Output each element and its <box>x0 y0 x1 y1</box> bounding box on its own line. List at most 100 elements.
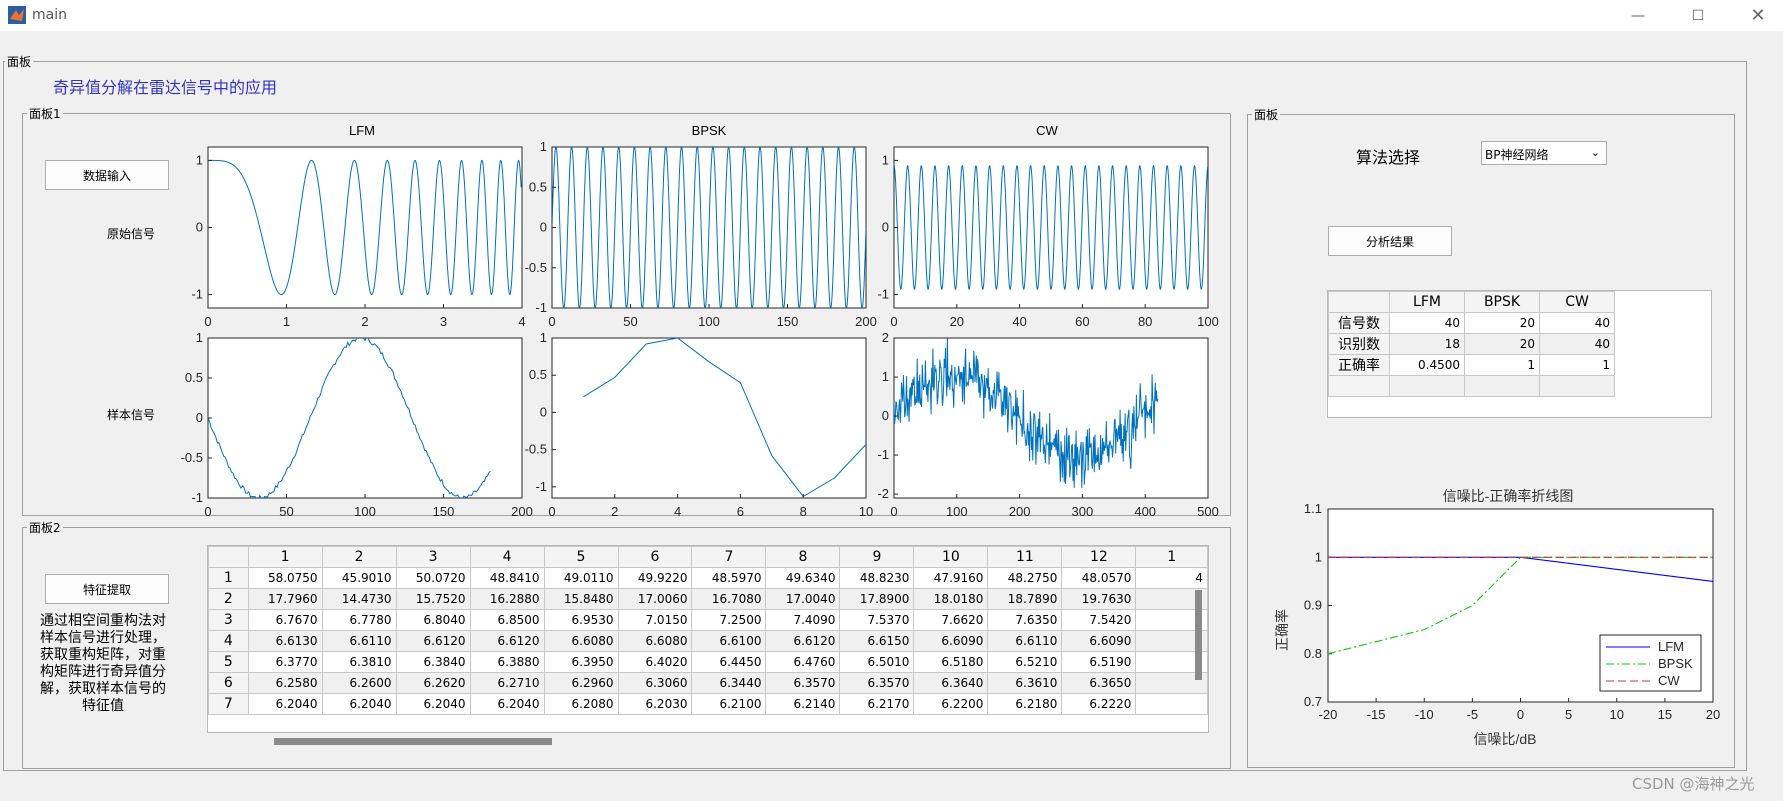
feature-extract-button[interactable]: 特征提取 <box>45 574 169 604</box>
vertical-scrollbar[interactable] <box>1195 590 1202 680</box>
table-cell[interactable]: 20 <box>1464 312 1540 334</box>
table-cell[interactable]: 6.2220 <box>1061 693 1137 715</box>
column-header[interactable]: 9 <box>839 546 915 568</box>
table-cell[interactable]: 6.5010 <box>839 651 915 673</box>
table-cell[interactable]: 45.9010 <box>321 567 397 589</box>
algorithm-select[interactable]: BP神经网络 ⌄ <box>1481 141 1607 165</box>
row-header[interactable]: 5 <box>208 651 249 673</box>
table-cell[interactable]: 6.8040 <box>395 609 471 631</box>
row-header[interactable]: 识别数 <box>1328 333 1390 355</box>
table-cell[interactable]: 18.0180 <box>913 588 989 610</box>
table-cell[interactable]: 6.2040 <box>321 693 397 715</box>
analyze-button[interactable]: 分析结果 <box>1328 226 1452 256</box>
table-cell[interactable]: 6.5210 <box>987 651 1063 673</box>
table-cell[interactable]: 50.0720 <box>395 567 471 589</box>
data-input-button[interactable]: 数据输入 <box>45 160 169 190</box>
maximize-icon[interactable]: ☐ <box>1691 7 1705 24</box>
table-cell[interactable]: 7.6620 <box>913 609 989 631</box>
table-cell[interactable]: 6.2600 <box>321 672 397 694</box>
column-header[interactable]: 1 <box>1135 546 1208 568</box>
table-cell[interactable]: 7.5420 <box>1061 609 1137 631</box>
table-cell[interactable]: 6.5190 <box>1061 651 1137 673</box>
column-header[interactable]: CW <box>1539 291 1615 313</box>
table-cell[interactable]: 18.7890 <box>987 588 1063 610</box>
table-cell[interactable]: 1 <box>1539 354 1615 376</box>
table-cell[interactable]: 6.6080 <box>543 630 619 652</box>
table-cell[interactable]: 6.2710 <box>469 672 545 694</box>
table-cell[interactable]: 6.3610 <box>987 672 1063 694</box>
row-header[interactable] <box>1328 375 1390 397</box>
column-header[interactable]: 10 <box>913 546 989 568</box>
table-cell[interactable]: 6.6110 <box>987 630 1063 652</box>
table-cell[interactable]: 15.8480 <box>543 588 619 610</box>
table-cell[interactable] <box>1135 693 1208 715</box>
table-cell[interactable]: 17.0060 <box>617 588 693 610</box>
table-cell[interactable]: 6.6110 <box>321 630 397 652</box>
table-cell[interactable]: 48.8410 <box>469 567 545 589</box>
column-header[interactable]: 5 <box>543 546 619 568</box>
table-cell[interactable]: 6.2960 <box>543 672 619 694</box>
table-cell[interactable]: 7.5370 <box>839 609 915 631</box>
table-cell[interactable]: 0.4500 <box>1389 354 1465 376</box>
column-header[interactable]: 6 <box>617 546 693 568</box>
column-header[interactable]: BPSK <box>1464 291 1540 313</box>
column-header[interactable]: 12 <box>1061 546 1137 568</box>
table-cell[interactable]: 6.2180 <box>987 693 1063 715</box>
table-cell[interactable]: 6.6100 <box>691 630 767 652</box>
table-cell[interactable]: 40 <box>1539 333 1615 355</box>
result-table-container[interactable]: LFM BPSK CW 信号数 40 20 40 识别数 18 20 40 正确率 0.4500 1 1 <box>1327 290 1712 418</box>
table-cell[interactable]: 6.7780 <box>321 609 397 631</box>
table-cell[interactable]: 47.9160 <box>913 567 989 589</box>
table-cell[interactable]: 6.5180 <box>913 651 989 673</box>
table-cell[interactable]: 6.2580 <box>247 672 323 694</box>
column-header[interactable]: 11 <box>987 546 1063 568</box>
table-cell[interactable]: 49.9220 <box>617 567 693 589</box>
table-cell[interactable]: 6.2040 <box>247 693 323 715</box>
table-cell[interactable]: 7.0150 <box>617 609 693 631</box>
table-cell[interactable]: 17.8900 <box>839 588 915 610</box>
table-cell[interactable]: 6.3640 <box>913 672 989 694</box>
table-cell[interactable]: 6.2080 <box>543 693 619 715</box>
row-header[interactable]: 4 <box>208 630 249 652</box>
table-cell[interactable]: 6.8500 <box>469 609 545 631</box>
table-cell[interactable]: 48.2750 <box>987 567 1063 589</box>
table-cell[interactable]: 6.6090 <box>913 630 989 652</box>
table-cell[interactable]: 19.7630 <box>1061 588 1137 610</box>
table-cell[interactable] <box>1135 630 1208 652</box>
column-header[interactable]: 1 <box>247 546 323 568</box>
table-cell[interactable]: 6.3950 <box>543 651 619 673</box>
table-cell[interactable]: 1 <box>1464 354 1540 376</box>
column-header[interactable]: LFM <box>1389 291 1465 313</box>
column-header[interactable]: 2 <box>321 546 397 568</box>
table-cell[interactable]: 6.3810 <box>321 651 397 673</box>
table-cell[interactable]: 6.3570 <box>765 672 841 694</box>
row-header[interactable]: 1 <box>208 567 249 589</box>
feature-table-container[interactable]: 1 2 3 4 5 6 7 8 9 10 11 12 1 1 58.0750 45.9010 50.0720 48… <box>207 545 1209 733</box>
table-cell[interactable]: 6.2040 <box>395 693 471 715</box>
horizontal-scrollbar[interactable] <box>274 738 552 745</box>
table-cell[interactable]: 48.0570 <box>1061 567 1137 589</box>
column-header[interactable]: 8 <box>765 546 841 568</box>
table-cell[interactable]: 18 <box>1389 333 1465 355</box>
column-header[interactable]: 4 <box>469 546 545 568</box>
table-cell[interactable]: 6.4760 <box>765 651 841 673</box>
table-cell[interactable]: 6.2200 <box>913 693 989 715</box>
table-cell[interactable]: 17.7960 <box>247 588 323 610</box>
table-cell[interactable]: 4 <box>1135 567 1208 589</box>
table-cell[interactable]: 6.2140 <box>765 693 841 715</box>
table-cell[interactable]: 6.4020 <box>617 651 693 673</box>
minimize-icon[interactable]: — <box>1631 7 1645 24</box>
table-cell[interactable]: 6.6120 <box>395 630 471 652</box>
table-cell[interactable]: 17.0040 <box>765 588 841 610</box>
column-header[interactable]: 7 <box>691 546 767 568</box>
table-cell[interactable]: 6.6150 <box>839 630 915 652</box>
close-icon[interactable]: ✕ <box>1750 5 1766 26</box>
table-cell[interactable]: 6.6130 <box>247 630 323 652</box>
table-cell[interactable]: 6.7670 <box>247 609 323 631</box>
table-cell[interactable]: 6.3840 <box>395 651 471 673</box>
table-cell[interactable]: 16.7080 <box>691 588 767 610</box>
row-header[interactable]: 正确率 <box>1328 354 1390 376</box>
row-header[interactable]: 2 <box>208 588 249 610</box>
table-cell[interactable]: 49.0110 <box>543 567 619 589</box>
row-header[interactable]: 3 <box>208 609 249 631</box>
